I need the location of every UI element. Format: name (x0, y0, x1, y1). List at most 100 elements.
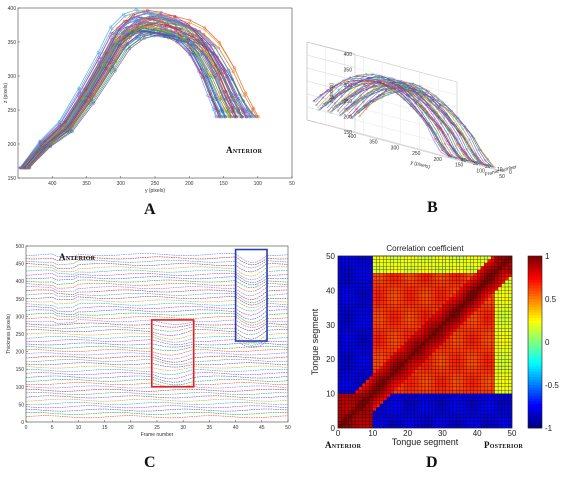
panel-d-heatmap-cell (414, 328, 419, 332)
panel-a-contour-point (245, 115, 248, 119)
panel-d-heatmap-cell (397, 334, 401, 339)
panel-d-heatmap-cell (477, 345, 481, 350)
panel-b-contour-point (452, 123, 455, 126)
panel-d-heatmap-cell (431, 290, 436, 294)
panel-d-heatmap-cell (400, 259, 405, 264)
panel-d-heatmap-cell (390, 297, 394, 301)
panel-d-heatmap-cell (351, 314, 356, 319)
panel-d-heatmap-cell (341, 286, 346, 291)
panel-d-heatmap-cell (407, 362, 412, 367)
panel-c-ytick-label: 0 (21, 420, 24, 426)
panel-d-heatmap-cell (442, 300, 447, 305)
panel-d-heatmap-cell (480, 283, 485, 288)
panel-d-heatmap-cell (421, 365, 426, 370)
panel-d-heatmap-cell (445, 293, 450, 298)
panel-a-contour-point (201, 44, 205, 47)
panel-b-ytick-label: 150 (455, 163, 464, 169)
panel-d-heatmap-cell (424, 328, 429, 332)
panel-d-heatmap-cell (400, 352, 405, 356)
panel-d-heatmap-cell (501, 424, 506, 429)
panel-d-heatmap-cell (452, 286, 457, 291)
panel-b-contour-point (371, 99, 374, 102)
panel-d-heatmap-cell (379, 386, 384, 391)
panel-d-heatmap-cell (459, 424, 464, 429)
panel-d-heatmap-cell (456, 403, 460, 408)
panel-a-contour-point (149, 33, 153, 36)
panel-d-heatmap-cell (449, 273, 453, 277)
panel-a-contour-point (176, 21, 180, 24)
panel-a-contour-point (233, 93, 237, 96)
panel-d-heatmap-cell (445, 283, 450, 288)
panel-d-heatmap-cell (397, 407, 401, 411)
panel-d-heatmap-cell (424, 414, 429, 418)
panel-d-heatmap-cell (393, 379, 398, 384)
panel-d-heatmap-cell (508, 304, 513, 308)
panel-d-heatmap-cell (438, 383, 443, 387)
panel-d-heatmap-cell (358, 376, 363, 380)
panel-d-heatmap-cell (487, 400, 492, 405)
panel-d-heatmap-cell (337, 379, 342, 384)
panel-d-heatmap-cell (337, 297, 342, 301)
panel-d-heatmap-cell (508, 393, 513, 398)
panel-d-heatmap-cell (379, 352, 384, 356)
panel-d-heatmap-cell (403, 362, 408, 367)
panel-d-heatmap-cell (337, 420, 342, 425)
panel-d-heatmap-cell (362, 393, 366, 398)
panel-b-contour-point (434, 138, 437, 141)
panel-d-heatmap-cell (383, 379, 387, 384)
panel-d-heatmap-cell (337, 386, 342, 391)
panel-a-contour-point (146, 21, 150, 25)
panel-d-heatmap-cell (494, 255, 499, 260)
panel-b-contour-point (488, 165, 491, 168)
panel-d-heatmap-cell (383, 345, 387, 350)
panel-d-heatmap-cell (355, 414, 360, 418)
panel-d-colorbar-frame (527, 255, 543, 429)
panel-d-heatmap-cell (390, 403, 394, 408)
panel-d-heatmap-cell (365, 307, 370, 312)
panel-d-heatmap-cell (477, 266, 481, 270)
panel-d-heatmap-cell (424, 331, 429, 336)
panel-d-heatmap-cell (393, 269, 398, 274)
panel-d-heatmap-cell (442, 324, 447, 329)
panel-d-heatmap-cell (504, 290, 509, 294)
panel-d-heatmap-cell (466, 283, 471, 288)
panel-d-heatmap-cell (397, 286, 401, 291)
panel-a-contour-point (61, 126, 65, 130)
panel-d-heatmap-cell (452, 372, 457, 377)
panel-d-heatmap-cell (501, 317, 506, 322)
panel-d-heatmap-cell (449, 334, 453, 339)
panel-d-heatmap-cell (397, 273, 401, 277)
panel-d-heatmap-cell (463, 379, 467, 384)
panel-d-heatmap-cell (431, 297, 436, 301)
panel-d-heatmap-cell (501, 379, 506, 384)
panel-d-heatmap-cell (484, 255, 488, 260)
panel-d-heatmap-cell (355, 355, 360, 360)
panel-d-heatmap-cell (508, 369, 513, 374)
panel-d-heatmap-cell (362, 400, 366, 405)
panel-d-heatmap-cell (369, 300, 373, 305)
panel-d-heatmap-cell (365, 276, 370, 281)
panel-b-contour-point (375, 89, 378, 92)
panel-d-heatmap-cell (348, 410, 353, 415)
panel-d-heatmap-cell (494, 376, 499, 380)
panel-d-heatmap-cell (344, 334, 349, 339)
panel-d-heatmap-cell (397, 379, 401, 384)
panel-d-heatmap-cell (494, 310, 499, 315)
panel-d-heatmap-cell (397, 372, 401, 377)
panel-d-heatmap-cell (414, 266, 419, 270)
panel-d-heatmap-cell (410, 359, 415, 363)
panel-d-heatmap-cell (337, 304, 342, 308)
panel-d-colorbar-segment (528, 393, 542, 397)
panel-b-contour-point (373, 80, 376, 83)
panel-d-heatmap-cell (431, 317, 436, 322)
panel-d-heatmap-cell (435, 297, 440, 301)
panel-d-heatmap-cell (435, 348, 440, 353)
panel-d-heatmap-cell (470, 407, 474, 411)
panel-d-heatmap-cell (477, 386, 481, 391)
panel-d-heatmap-cell (379, 424, 384, 429)
panel-d-heatmap-cell (417, 304, 422, 308)
panel-d-heatmap-cell (372, 393, 377, 398)
panel-d-heatmap-cell (452, 400, 457, 405)
panel-d-heatmap-cell (365, 386, 370, 391)
panel-d-heatmap-cell (463, 328, 467, 332)
